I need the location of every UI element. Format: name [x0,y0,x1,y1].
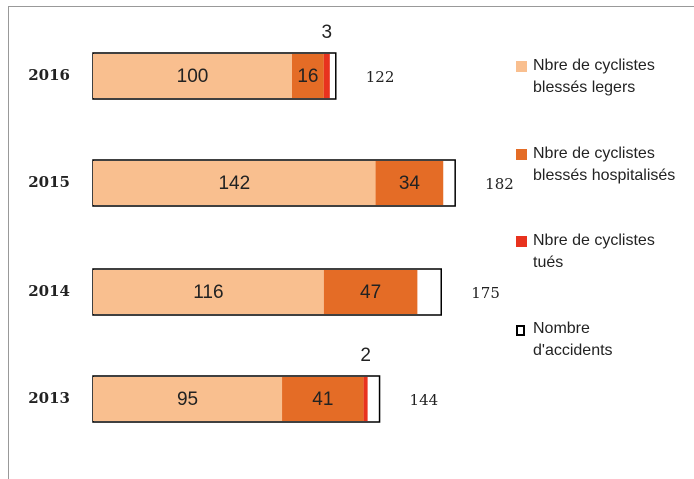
bar-segment [93,377,283,421]
bar-segment [93,161,376,205]
accidents-label: 182 [485,175,514,193]
value-label: 47 [360,282,381,303]
legend-item: Nbre de cyclistes blessés hospitalisés [516,143,691,187]
bar-segment [363,377,368,421]
value-label: 34 [399,173,421,194]
bar-segment [323,270,418,314]
legend-item: Nbre de cyclistes blessés legers [516,55,691,99]
legend-swatch [516,61,527,72]
y-tick-label: 2016 [28,66,70,84]
legend-swatch [516,325,525,336]
accidents-label: 122 [366,68,395,86]
legend-label: Nbre de cyclistes blessés legers [533,57,655,96]
value-label: 3 [322,22,333,43]
legend-label: Nombre d'accidents [533,320,613,359]
legend-label: Nbre de cyclistes tués [533,232,655,271]
accidents-label: 175 [471,284,500,302]
value-label: 16 [297,66,318,87]
legend-item: Nombre d'accidents [516,318,691,362]
value-label: 2 [360,345,371,366]
value-label: 100 [177,66,209,87]
accidents-label: 144 [410,391,439,409]
bar-segment [282,377,364,421]
bar-segment [93,54,292,98]
legend-swatch [516,149,527,160]
frame [8,6,694,479]
y-tick-label: 2014 [28,282,70,300]
bar-segment [323,54,330,98]
bar-segment [292,54,324,98]
bar-segment [375,161,444,205]
bar-segment [93,270,324,314]
value-label: 116 [193,282,223,303]
value-label: 95 [177,389,198,410]
y-tick-label: 2013 [28,389,70,407]
legend-swatch [516,236,527,247]
value-label: 142 [218,173,250,194]
legend-label: Nbre de cyclistes blessés hospitalisés [533,145,676,184]
legend-item: Nbre de cyclistes tués [516,230,691,274]
y-tick-label: 2015 [28,173,70,191]
value-label: 41 [312,389,333,410]
